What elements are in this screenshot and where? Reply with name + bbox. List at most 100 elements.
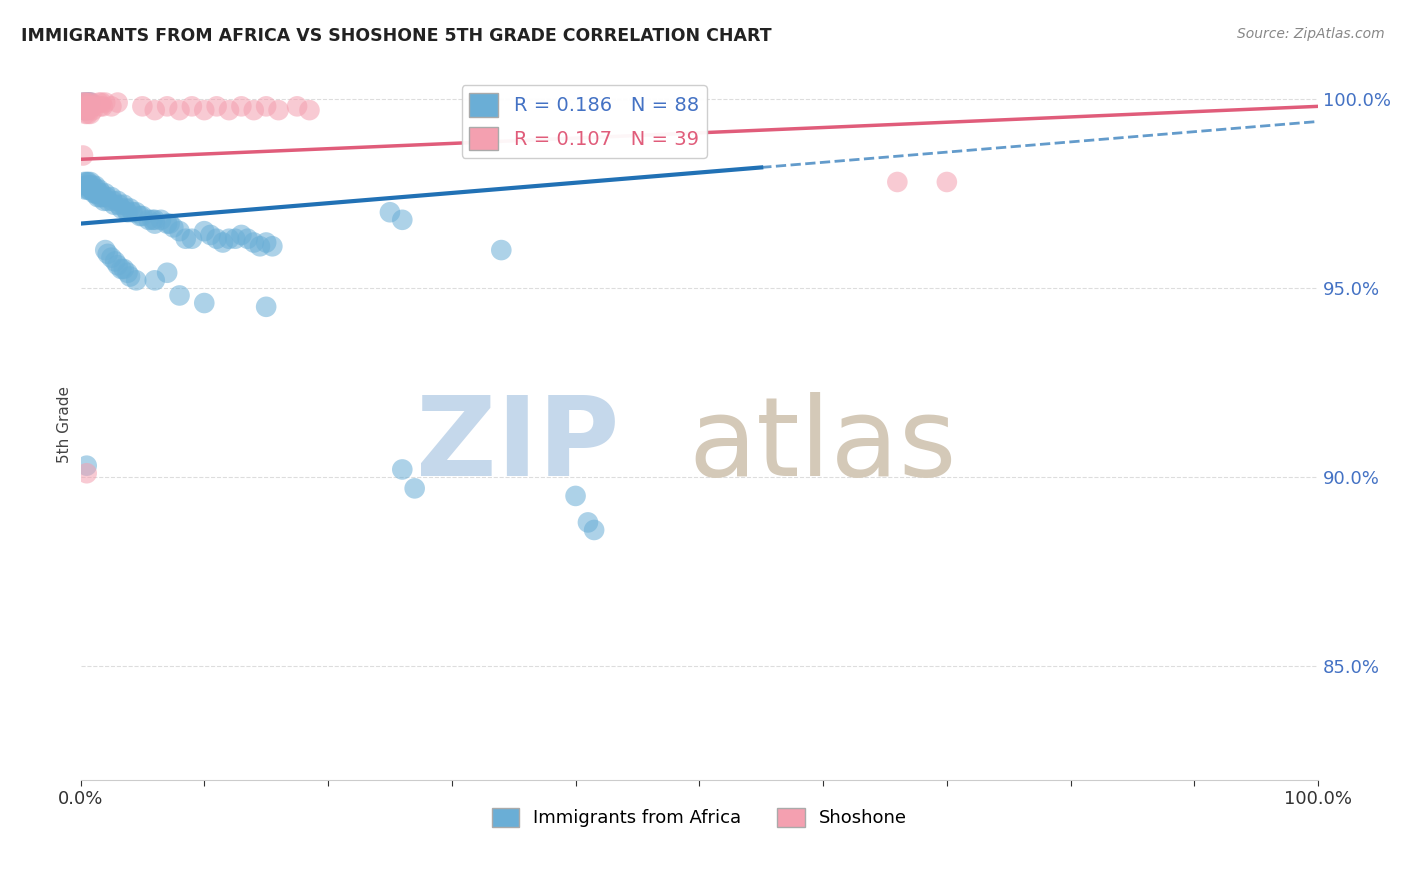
Point xyxy=(75,95,97,110)
Point xyxy=(156,99,179,113)
Point xyxy=(143,273,166,287)
Point xyxy=(193,103,215,117)
Point xyxy=(72,95,94,110)
Text: IMMIGRANTS FROM AFRICA VS SHOSHONE 5TH GRADE CORRELATION CHART: IMMIGRANTS FROM AFRICA VS SHOSHONE 5TH G… xyxy=(21,27,772,45)
Point xyxy=(93,194,115,208)
Point xyxy=(131,209,153,223)
Point xyxy=(76,467,98,481)
Point xyxy=(84,186,107,201)
Point xyxy=(118,269,141,284)
Point xyxy=(298,103,321,117)
Point xyxy=(77,99,100,113)
Y-axis label: 5th Grade: 5th Grade xyxy=(58,385,72,463)
Point xyxy=(103,197,125,211)
Point xyxy=(97,194,120,208)
Point xyxy=(193,224,215,238)
Point xyxy=(77,107,100,121)
Point xyxy=(72,148,94,162)
Point xyxy=(79,178,101,193)
Point xyxy=(76,103,98,117)
Point xyxy=(564,489,586,503)
Point xyxy=(117,205,139,219)
Point xyxy=(80,95,103,110)
Point xyxy=(96,190,118,204)
Point xyxy=(73,99,96,113)
Point xyxy=(76,99,98,113)
Point xyxy=(73,175,96,189)
Point xyxy=(76,95,98,110)
Point xyxy=(141,212,163,227)
Point xyxy=(100,251,122,265)
Point xyxy=(231,99,253,113)
Point xyxy=(101,194,124,208)
Point xyxy=(77,99,100,113)
Text: atlas: atlas xyxy=(689,392,957,499)
Point xyxy=(285,99,308,113)
Point xyxy=(200,227,222,242)
Point xyxy=(249,239,271,253)
Point xyxy=(262,239,284,253)
Point xyxy=(77,175,100,189)
Point xyxy=(129,209,152,223)
Point xyxy=(82,183,104,197)
Point xyxy=(391,462,413,476)
Point xyxy=(231,227,253,242)
Point xyxy=(72,95,94,110)
Point xyxy=(110,202,132,216)
Point xyxy=(169,288,191,302)
Point xyxy=(180,99,202,113)
Point xyxy=(180,232,202,246)
Point xyxy=(156,217,179,231)
Point xyxy=(118,202,141,216)
Point xyxy=(75,99,97,113)
Point xyxy=(73,103,96,117)
Point xyxy=(107,258,129,272)
Point xyxy=(77,103,100,117)
Point xyxy=(125,273,148,287)
Point xyxy=(218,232,240,246)
Point xyxy=(112,262,135,277)
Point xyxy=(82,178,104,193)
Point xyxy=(90,186,112,201)
Point xyxy=(131,99,153,113)
Point xyxy=(89,190,111,204)
Point xyxy=(73,103,96,117)
Point xyxy=(143,103,166,117)
Point xyxy=(121,205,143,219)
Point xyxy=(89,99,111,113)
Point xyxy=(90,95,112,110)
Point xyxy=(149,212,172,227)
Point xyxy=(76,175,98,189)
Point xyxy=(117,266,139,280)
Point xyxy=(107,194,129,208)
Point xyxy=(77,183,100,197)
Point xyxy=(79,95,101,110)
Point xyxy=(218,103,240,117)
Point xyxy=(169,224,191,238)
Point xyxy=(87,95,110,110)
Point xyxy=(159,217,181,231)
Point xyxy=(162,220,184,235)
Point xyxy=(82,103,104,117)
Point xyxy=(935,175,957,189)
Point xyxy=(138,212,160,227)
Point xyxy=(76,178,98,193)
Point xyxy=(77,95,100,110)
Point xyxy=(404,481,426,495)
Text: ZIP: ZIP xyxy=(416,392,619,499)
Point xyxy=(73,95,96,110)
Text: Source: ZipAtlas.com: Source: ZipAtlas.com xyxy=(1237,27,1385,41)
Legend: Immigrants from Africa, Shoshone: Immigrants from Africa, Shoshone xyxy=(485,801,914,835)
Point xyxy=(193,296,215,310)
Point xyxy=(94,243,117,257)
Point xyxy=(886,175,908,189)
Point xyxy=(143,212,166,227)
Point xyxy=(254,99,277,113)
Point xyxy=(236,232,259,246)
Point xyxy=(174,232,197,246)
Point xyxy=(86,186,108,201)
Point xyxy=(107,95,129,110)
Point xyxy=(125,205,148,219)
Point xyxy=(156,266,179,280)
Point xyxy=(112,197,135,211)
